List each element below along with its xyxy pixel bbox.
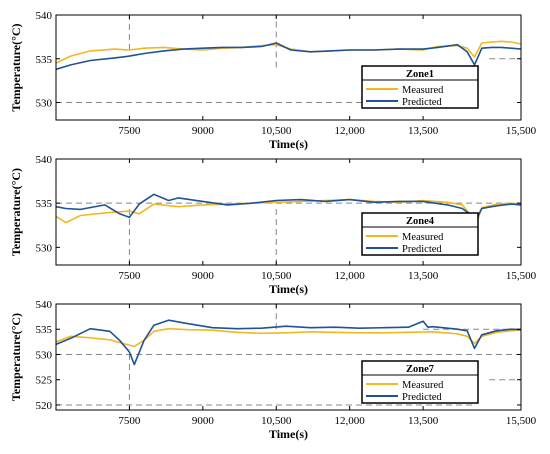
x-tick-label: 7500 bbox=[118, 415, 141, 427]
x-tick-label: 10,500 bbox=[261, 270, 292, 282]
x-tick-label: 12,000 bbox=[335, 125, 366, 137]
legend-box bbox=[361, 360, 479, 404]
plot-frame bbox=[55, 14, 522, 121]
series-line-predicted bbox=[56, 319, 521, 366]
y-tick-label: 525 bbox=[36, 375, 53, 387]
legend-label-predicted: Predicted bbox=[402, 97, 442, 108]
x-tick-label: 15,500 bbox=[506, 270, 537, 282]
x-tick-label: 9000 bbox=[192, 415, 215, 427]
panel-zone-1: 7500 9000 10,500 12,000 13,500 15,500 530 535 54… bbox=[9, 10, 537, 151]
series-line-measured bbox=[56, 327, 521, 348]
x-tick-label: 10,500 bbox=[261, 125, 292, 137]
panel-zone-2: 7500 9000 10,500 12,000 13,500 15,500 530 535 54… bbox=[9, 154, 537, 296]
x-tick-label: 13,500 bbox=[408, 270, 439, 282]
legend-label-predicted: Predicted bbox=[402, 392, 442, 403]
y-tick-label: 530 bbox=[36, 349, 53, 361]
x-tick-label: 15,500 bbox=[506, 415, 537, 427]
x-tick-label: 12,000 bbox=[335, 415, 366, 427]
y-tick-label: 520 bbox=[36, 400, 53, 412]
x-tick-label: 7500 bbox=[118, 270, 141, 282]
plot-frame bbox=[55, 303, 522, 411]
legend-label-predicted: Predicted bbox=[402, 244, 442, 255]
y-tick-label: 540 bbox=[36, 299, 53, 311]
x-tick-label: 9000 bbox=[192, 270, 215, 282]
plot-frame bbox=[55, 158, 522, 266]
legend-title: Zone1 bbox=[406, 69, 434, 80]
y-tick-label: 540 bbox=[36, 154, 53, 166]
y-tick-label: 530 bbox=[36, 98, 53, 110]
legend-label-measured: Measured bbox=[402, 232, 444, 243]
legend-title: Zone7 bbox=[406, 364, 434, 375]
x-tick-label: 13,500 bbox=[408, 125, 439, 137]
y-axis-label: Temperature(°C) bbox=[9, 168, 23, 256]
series-line-predicted bbox=[56, 42, 521, 71]
legend-title: Zone4 bbox=[406, 216, 435, 227]
series-line-measured bbox=[56, 40, 521, 64]
x-tick-label: 7500 bbox=[118, 125, 141, 137]
y-tick-label: 535 bbox=[36, 54, 53, 66]
legend-label-measured: Measured bbox=[402, 85, 444, 96]
y-tick-label: 530 bbox=[36, 242, 53, 254]
x-axis-label: Time(s) bbox=[269, 282, 308, 296]
x-axis-label: Time(s) bbox=[269, 137, 308, 151]
y-axis-label: Temperature(°C) bbox=[9, 313, 23, 401]
legend-label-measured: Measured bbox=[402, 380, 444, 391]
x-tick-label: 13,500 bbox=[408, 415, 439, 427]
x-tick-label: 15,500 bbox=[506, 125, 537, 137]
x-tick-label: 9000 bbox=[192, 125, 215, 137]
y-tick-label: 540 bbox=[36, 10, 53, 22]
panel-zone-3: 7500 9000 10,500 12,000 13,500 15,500 520 525 53… bbox=[9, 299, 537, 441]
y-axis-label: Temperature(°C) bbox=[9, 23, 23, 111]
x-tick-label: 10,500 bbox=[261, 415, 292, 427]
y-tick-label: 535 bbox=[36, 198, 53, 210]
x-axis-label: Time(s) bbox=[269, 427, 308, 441]
x-tick-label: 12,000 bbox=[335, 270, 366, 282]
y-tick-label: 535 bbox=[36, 324, 53, 336]
